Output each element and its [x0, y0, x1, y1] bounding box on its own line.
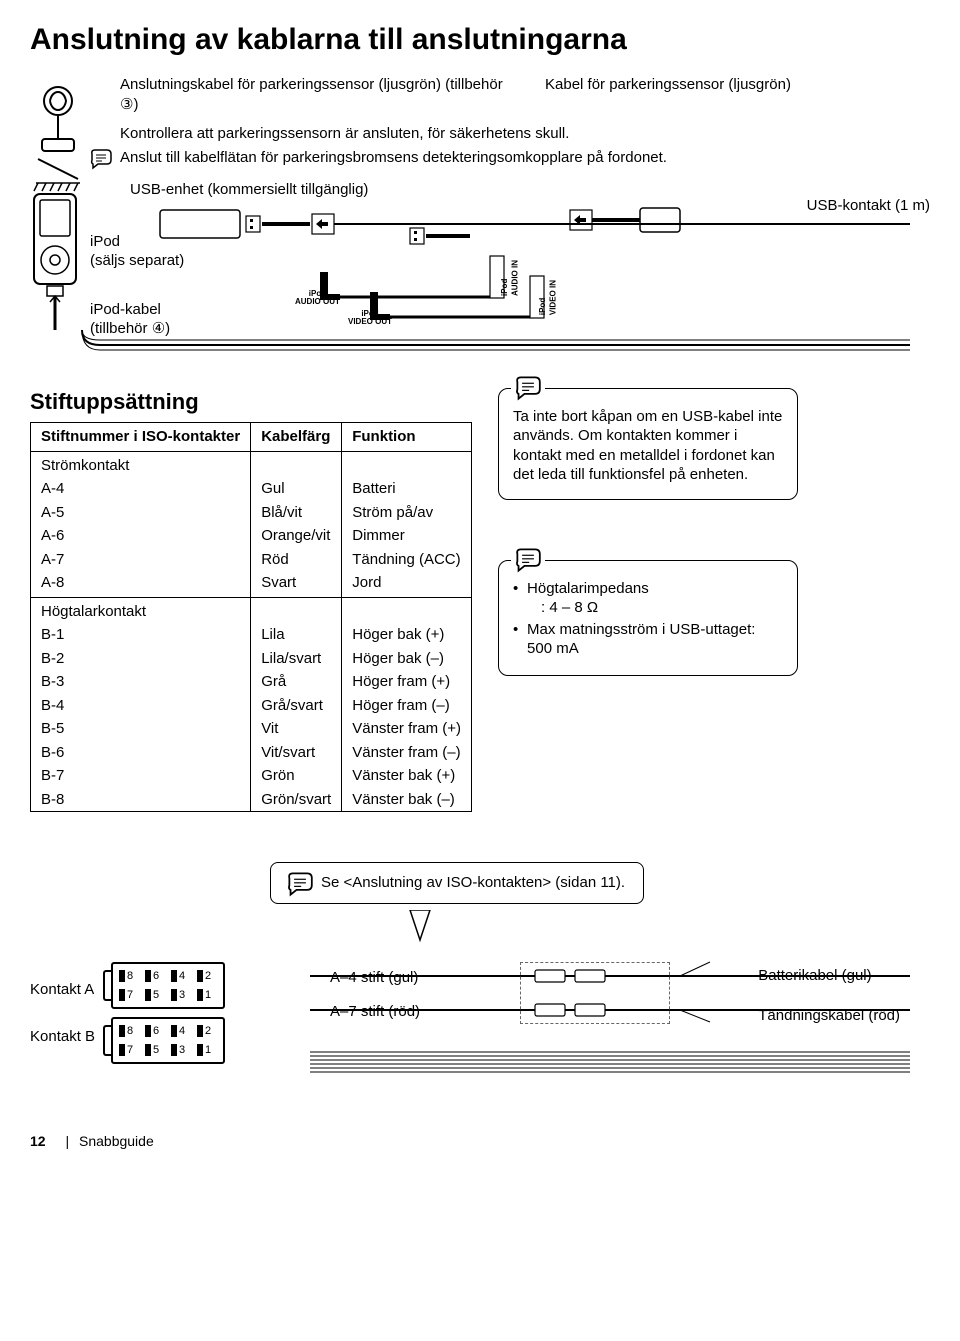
pin-table: Stiftnummer i ISO-kontakter Kabelfärg Fu… — [30, 422, 472, 812]
note-icon — [283, 871, 317, 903]
page-number: 12 — [30, 1133, 46, 1149]
ipod-label: iPod (säljs separat) — [90, 232, 184, 271]
batterikabel-label: Batterikabel (gul) — [758, 966, 900, 986]
table-row: A-6Orange/vitDimmer — [31, 524, 471, 548]
table-header-row: Stiftnummer i ISO-kontakter Kabelfärg Fu… — [31, 423, 471, 451]
iso-plug-a: 8 6 4 2 7 5 3 1 — [111, 962, 225, 1009]
note-icon — [511, 375, 545, 407]
table-row: B-7GrönVänster bak (+) — [31, 764, 471, 788]
callout-text: Se <Anslutning av ISO-kontakten> (sidan … — [321, 874, 625, 891]
table-row: Strömkontakt — [31, 451, 471, 477]
table-header: Stiftnummer i ISO-kontakter — [31, 423, 251, 451]
table-row: A-5Blå/vitStröm på/av — [31, 501, 471, 525]
callout-tail-icon — [400, 910, 440, 950]
note-box-2: Högtalarimpedans : 4 – 8 Ω Max matningss… — [498, 560, 798, 676]
table-row: B-1LilaHöger bak (+) — [31, 623, 471, 647]
table-row: B-3GråHöger fram (+) — [31, 670, 471, 694]
top-section: Anslutningskabel för parkeringssensor (l… — [30, 75, 930, 360]
connect-text: Anslut till kabelflätan för parkeringsbr… — [120, 148, 667, 168]
table-row: B-5VitVänster fram (+) — [31, 717, 471, 741]
parking-cable-label: Anslutningskabel för parkeringssensor (l… — [120, 75, 505, 114]
page-footer: 12 | Snabbguide — [30, 1132, 930, 1150]
usb-device-label: USB-enhet (kommersiellt tillgänglig) — [130, 180, 368, 200]
parking-sensor-cable-label: Kabel för parkeringssensor (ljusgrön) — [545, 75, 930, 114]
note-2-line1: Högtalarimpedans : 4 – 8 Ω — [513, 579, 783, 618]
page-title: Anslutning av kablarna till anslutningar… — [30, 20, 930, 59]
iso-plug-b: 8 6 4 2 7 5 3 1 — [111, 1017, 225, 1064]
table-row: B-6Vit/svartVänster fram (–) — [31, 741, 471, 765]
note-2-line2: Max matningsström i USB-uttaget: 500 mA — [513, 620, 783, 659]
kontakt-a-label: Kontakt A — [30, 980, 95, 1000]
check-text: Kontrollera att parkeringssensorn är ans… — [120, 124, 930, 144]
a4-stift-label: A–4 stift (gul) — [330, 968, 420, 988]
kontakt-b-label: Kontakt B — [30, 1027, 95, 1047]
table-header: Funktion — [342, 423, 471, 451]
iso-connector-section: Se <Anslutning av ISO-kontakten> (sidan … — [30, 862, 930, 1122]
tandning-label: Tändningskabel (röd) — [758, 1006, 900, 1026]
dashed-connector-box — [520, 962, 670, 1024]
usb-ipod-diagram: USB-enhet (kommersiellt tillgänglig) iPo… — [30, 180, 930, 360]
footer-title: Snabbguide — [79, 1133, 154, 1149]
a7-stift-label: A–7 stift (röd) — [330, 1002, 420, 1022]
video-in-label: iPod VIDEO IN — [538, 280, 559, 315]
ipod-icon — [30, 190, 80, 356]
usb-kontakt-label: USB-kontakt (1 m) — [807, 196, 930, 216]
table-header: Kabelfärg — [251, 423, 342, 451]
table-row: B-2Lila/svartHöger bak (–) — [31, 647, 471, 671]
table-row: B-4Grå/svartHöger fram (–) — [31, 694, 471, 718]
table-row: A-8SvartJord — [31, 571, 471, 597]
table-row: A-4GulBatteri — [31, 477, 471, 501]
callout-box: Se <Anslutning av ISO-kontakten> (sidan … — [270, 862, 644, 904]
table-row: Högtalarkontakt — [31, 597, 471, 623]
table-row: B-8Grön/svartVänster bak (–) — [31, 788, 471, 812]
table-row: A-7RödTändning (ACC) — [31, 548, 471, 572]
ipod-cable-label: iPod-kabel (tillbehör ④) — [90, 300, 170, 339]
audio-out-label: iPod AUDIO OUT — [295, 290, 340, 306]
audio-in-label: iPod AUDIO IN — [500, 260, 521, 296]
note-icon — [511, 547, 545, 579]
pin-section-title: Stiftuppsättning — [30, 388, 472, 417]
note-1-text: Ta inte bort kåpan om en USB-kabel inte … — [513, 407, 783, 485]
video-out-label: iPod VIDEO OUT — [348, 310, 392, 326]
note-box-1: Ta inte bort kåpan om en USB-kabel inte … — [498, 388, 798, 500]
